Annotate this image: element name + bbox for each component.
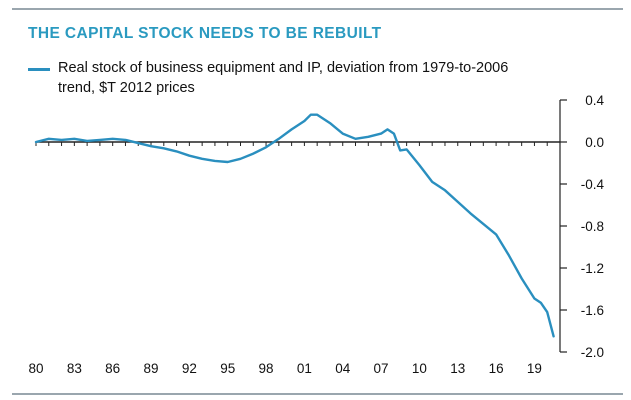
- x-tick-label-07: 07: [374, 361, 389, 376]
- x-tick-label-19: 19: [527, 361, 542, 376]
- series-line-0: [34, 113, 555, 338]
- x-tick-label-04: 04: [335, 361, 351, 376]
- x-tick-label-95: 95: [220, 361, 235, 376]
- bottom-rule: [12, 393, 623, 395]
- legend-swatch: [28, 68, 50, 71]
- x-tick-label-80: 80: [28, 361, 43, 376]
- y-tick-label--1.2: -1.2: [581, 261, 604, 276]
- y-axis: [559, 99, 567, 353]
- x-tick-label-92: 92: [182, 361, 197, 376]
- x-tick-label-16: 16: [489, 361, 504, 376]
- y-tick-label--1.6: -1.6: [581, 303, 604, 318]
- top-rule: [12, 8, 623, 10]
- x-tick-label-83: 83: [67, 361, 82, 376]
- x-tick-label-13: 13: [450, 361, 465, 376]
- x-tick-label-86: 86: [105, 361, 120, 376]
- series-layer: [34, 113, 555, 338]
- x-tick-label-98: 98: [259, 361, 274, 376]
- x-axis-labels: 80 83 86 89 92 95 98 01 04 07 10 13 16 19: [28, 361, 541, 376]
- y-axis-labels: 0.4 0.0 -0.4 -0.8 -1.2 -1.6 -2.0: [581, 93, 605, 360]
- y-tick-label-0.4: 0.4: [585, 93, 604, 108]
- x-tick-label-01: 01: [297, 361, 312, 376]
- y-tick-label--0.8: -0.8: [581, 219, 604, 234]
- x-tick-label-10: 10: [412, 361, 427, 376]
- y-tick-label-0.0: 0.0: [585, 135, 604, 150]
- chart-title: THE CAPITAL STOCK NEEDS TO BE REBUILT: [28, 25, 382, 42]
- y-tick-label--2.0: -2.0: [581, 345, 604, 360]
- x-axis-ticks: [35, 142, 561, 146]
- legend-label: Real stock of business equipment and IP,…: [58, 60, 509, 96]
- x-tick-label-89: 89: [144, 361, 159, 376]
- y-tick-label--0.4: -0.4: [581, 177, 605, 192]
